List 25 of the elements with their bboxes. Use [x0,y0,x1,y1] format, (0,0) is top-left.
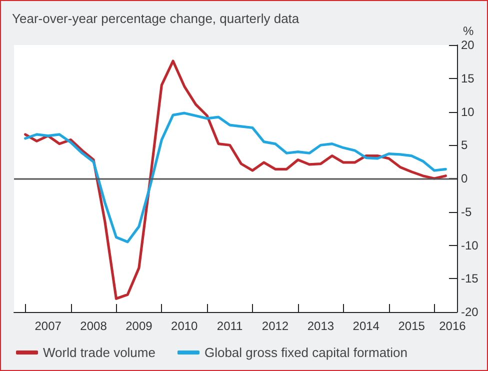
x-tick-label: 2015 [398,319,426,333]
y-tick-label: -15 [461,272,479,286]
y-tick-label: -5 [461,204,472,219]
line-series [24,112,447,244]
chart-title: Year-over-year percentage change, quarterly data [12,11,300,26]
line-series [24,60,447,300]
y-tick-label: 10 [461,104,475,119]
x-tick-label: 2007 [34,319,62,333]
legend-label: World trade volume [43,345,156,360]
x-tick-label: 2010 [171,319,198,333]
x-tick-label: 2011 [216,319,244,333]
x-tick-label: 2008 [80,319,108,333]
x-tick-label: 2016 [439,319,466,333]
x-tick-label: 2014 [352,319,380,333]
y-axis-title: % [463,24,474,38]
y-tick-label: 0 [461,172,468,186]
x-tick-label: 2012 [262,319,289,333]
y-tick-label: -20 [461,305,479,319]
legend-label: Global gross fixed capital formation [204,345,408,360]
y-tick-label: 20 [461,38,475,52]
x-tick-label: 2009 [126,319,153,333]
y-tick-label: 15 [461,71,475,86]
x-tick-label: 2013 [307,319,334,333]
y-tick-label: 5 [461,138,468,152]
y-tick-label: -10 [461,238,479,252]
